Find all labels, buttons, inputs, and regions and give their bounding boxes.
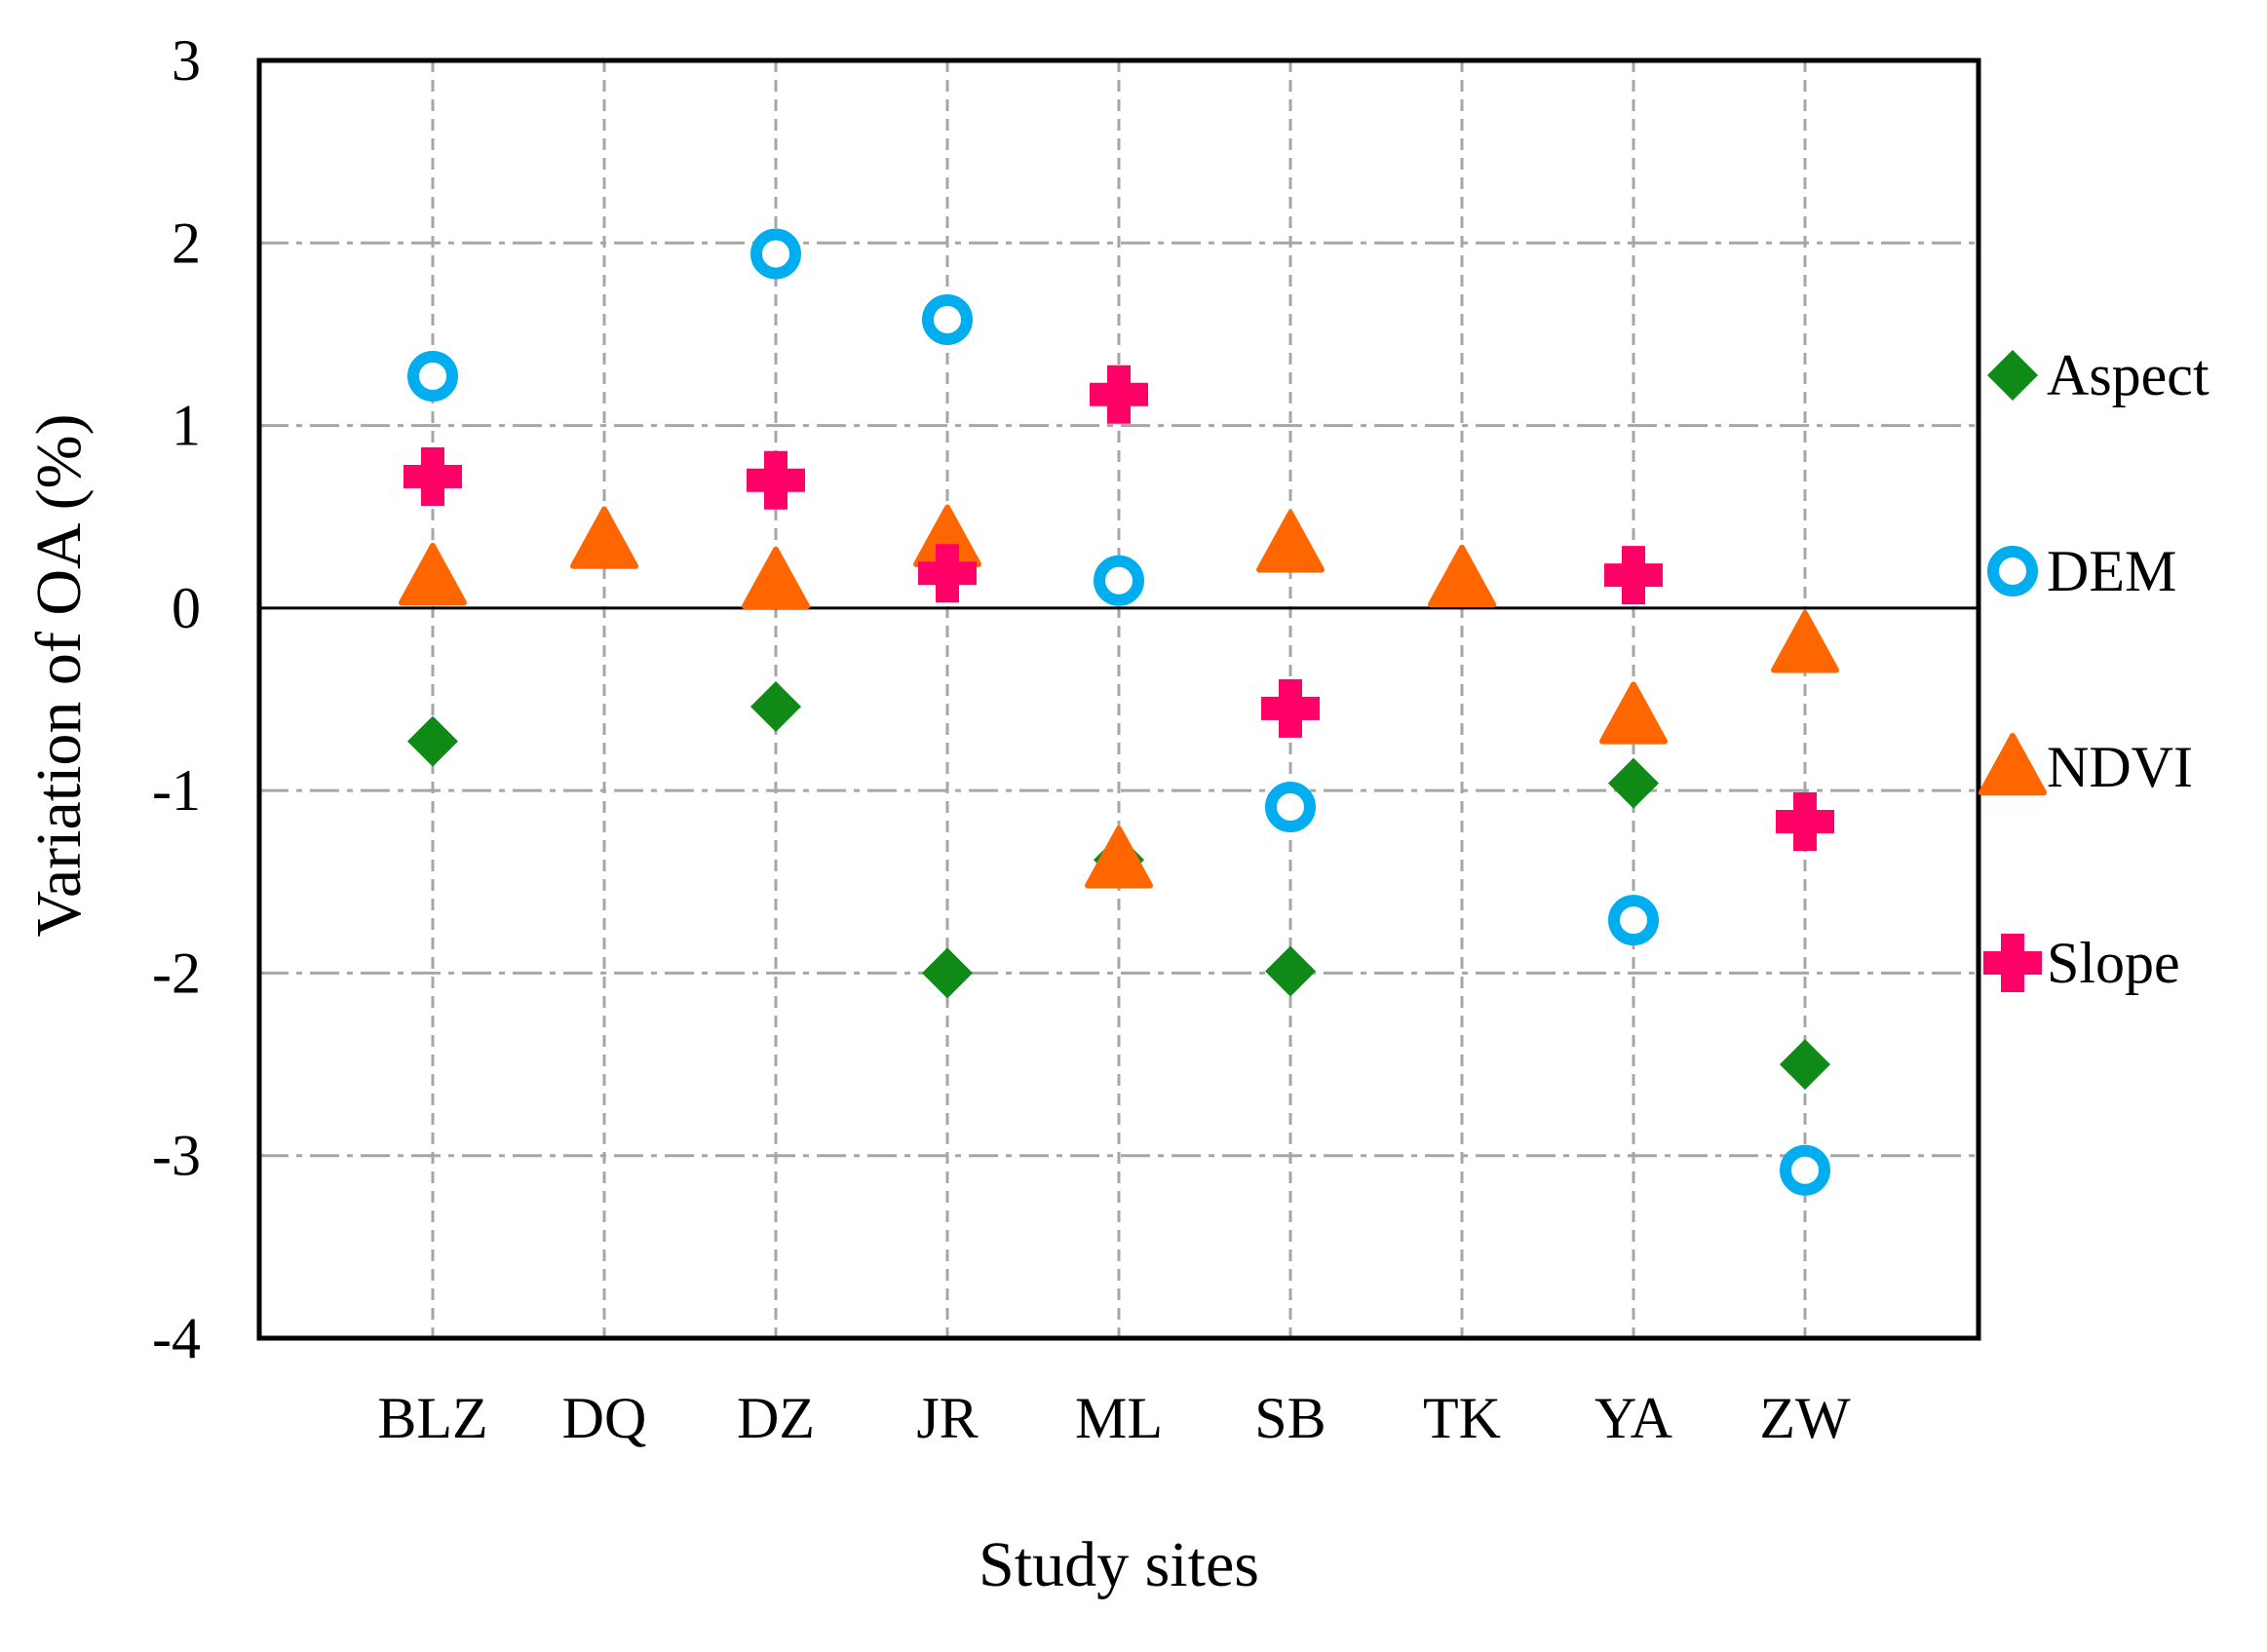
x-tick-label: ZW [1759,1386,1851,1450]
x-tick-label: TK [1423,1386,1501,1450]
data-point-dem [407,351,458,403]
data-point-slope [918,544,977,603]
x-tick-label: DQ [562,1386,647,1450]
plot-border [256,58,1981,1341]
data-point-ndvi [742,546,810,610]
data-point-dem [1094,555,1144,606]
data-point-slope [1776,791,1834,851]
data-point-aspect [1608,757,1659,809]
x-tick-label: SB [1254,1386,1326,1450]
y-tick-label: -2 [152,941,201,1005]
data-point-ndvi [1771,610,1839,673]
y-tick-label: -4 [152,1306,201,1370]
data-point-slope [403,447,462,507]
data-point-ndvi [399,543,467,606]
data-point-aspect [407,715,458,767]
legend-label-aspect: Aspect [2047,343,2209,407]
data-point-dem [1780,1144,1830,1196]
series-slope [403,365,1834,851]
data-point-slope [1261,678,1320,738]
data-point-slope [1604,546,1663,605]
y-tick-label: 3 [172,28,201,93]
y-tick-label: -3 [152,1124,201,1188]
plot-frame [256,58,1981,1341]
y-tick-label: 0 [172,576,201,640]
x-tick-label: DZ [737,1386,815,1450]
data-point-dem [750,228,801,280]
data-point-slope [1090,365,1148,424]
legend-marker-slope [1983,934,2042,992]
y-tick-label: 1 [172,394,201,458]
legend-label-ndvi: NDVI [2047,735,2193,799]
y-tick-label: 2 [172,211,201,275]
data-point-ndvi [1599,681,1668,745]
data-point-ndvi [1085,826,1153,889]
x-tick-label: ML [1075,1386,1163,1450]
data-point-aspect [922,947,973,999]
series-ndvi [399,504,1839,889]
legend: Aspect DEM NDVI Slope [1979,343,2209,995]
x-tick-label: JR [916,1386,978,1450]
y-tick-label: -1 [152,758,201,823]
x-axis-title: Study sites [979,1529,1259,1600]
legend-marker-aspect [1987,350,2038,401]
data-point-ndvi [1428,544,1496,608]
x-tick-label: YA [1595,1386,1672,1450]
legend-marker-ndvi [1979,733,2047,796]
data-point-slope [747,450,805,510]
series-dem [407,228,1830,1196]
y-axis-title: Variation of OA (%) [23,413,95,937]
data-point-dem [922,293,973,345]
data-point-aspect [1265,945,1316,997]
data-point-ndvi [1256,510,1325,573]
data-point-aspect [1780,1039,1830,1091]
data-markers [399,228,1839,1196]
data-point-aspect [750,680,801,732]
data-point-dem [1608,895,1659,946]
data-point-dem [1265,781,1316,832]
x-tick-label: BLZ [377,1386,487,1450]
tick-labels: 3 2 1 0 -1 -2 -3 -4 BLZ DQ DZ JR ML SB TK YA ZW [152,28,1851,1450]
legend-label-dem: DEM [2047,539,2176,603]
legend-label-slope: Slope [2047,931,2180,995]
data-point-ndvi [570,506,638,569]
legend-marker-dem [1987,546,2038,596]
grid-lines [259,60,1979,1338]
